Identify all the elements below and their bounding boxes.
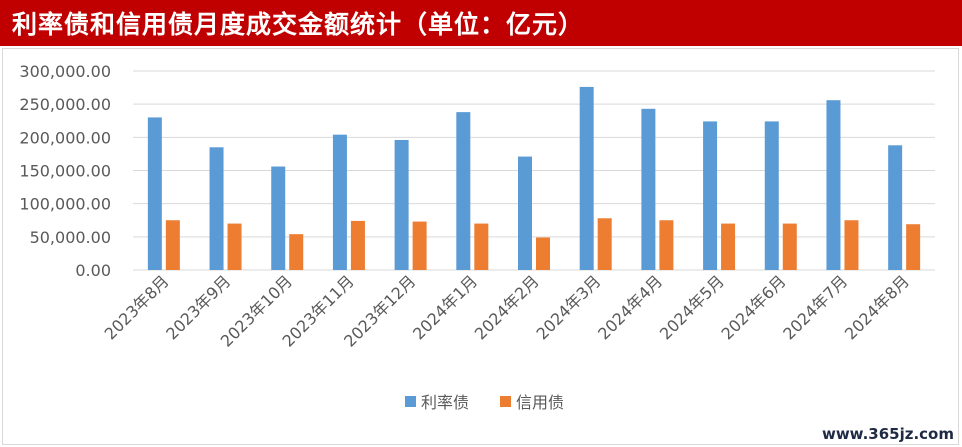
bar-credit-bond — [597, 218, 612, 270]
legend-label: 信用债 — [516, 393, 564, 412]
bar-rate-bond — [703, 121, 718, 270]
bar-rate-bond — [456, 112, 471, 270]
legend-label: 利率债 — [421, 393, 469, 412]
bar-rate-bond — [332, 134, 347, 270]
bar-rate-bond — [888, 145, 903, 270]
bar-credit-bond — [227, 223, 242, 270]
x-tick-label: 2023年8月 — [101, 271, 173, 343]
y-tick-label: 50,000.00 — [30, 228, 111, 247]
x-tick-label: 2024年3月 — [532, 271, 604, 343]
bar-credit-bond — [412, 221, 427, 270]
bar-credit-bond — [350, 220, 365, 270]
bar-rate-bond — [641, 108, 656, 270]
chart-title: 利率债和信用债月度成交金额统计（单位：亿元） — [12, 10, 585, 39]
bar-rate-bond — [764, 121, 779, 270]
bar-credit-bond — [844, 220, 859, 270]
bar-rate-bond — [518, 156, 532, 270]
x-tick-label: 2024年7月 — [779, 271, 851, 343]
y-tick-label: 100,000.00 — [19, 195, 111, 214]
bar-rate-bond — [271, 166, 286, 270]
bar-rate-bond — [147, 117, 162, 270]
x-tick-label: 2024年6月 — [718, 271, 790, 343]
bar-credit-bond — [782, 223, 797, 270]
y-tick-label: 0.00 — [75, 261, 111, 280]
x-tick-label: 2024年2月 — [471, 271, 543, 343]
bar-credit-bond — [536, 237, 550, 270]
y-tick-label: 200,000.00 — [19, 128, 111, 147]
bar-credit-bond — [474, 223, 489, 270]
watermark: www.365jz.com — [819, 425, 956, 443]
chart-area-border — [2, 48, 959, 445]
y-tick-label: 250,000.00 — [19, 95, 111, 114]
x-tick-label: 2024年4月 — [594, 271, 666, 343]
bar-rate-bond — [826, 100, 841, 270]
bar-rate-bond — [394, 139, 409, 270]
bar-credit-bond — [721, 223, 736, 270]
legend-swatch — [500, 396, 511, 407]
bar-credit-bond — [659, 220, 674, 270]
title-bar: 利率债和信用债月度成交金额统计（单位：亿元） — [0, 0, 962, 46]
y-tick-label: 150,000.00 — [19, 162, 111, 181]
y-tick-label: 300,000.00 — [19, 62, 111, 81]
bar-credit-bond — [165, 220, 180, 270]
x-tick-label: 2024年1月 — [409, 271, 481, 343]
bar-rate-bond — [579, 86, 594, 270]
bar-credit-bond — [289, 234, 304, 270]
x-tick-label: 2024年5月 — [656, 271, 728, 343]
x-tick-label: 2024年8月 — [841, 271, 913, 343]
legend-swatch — [405, 396, 416, 407]
bar-credit-bond — [906, 224, 921, 270]
bar-rate-bond — [209, 147, 224, 270]
